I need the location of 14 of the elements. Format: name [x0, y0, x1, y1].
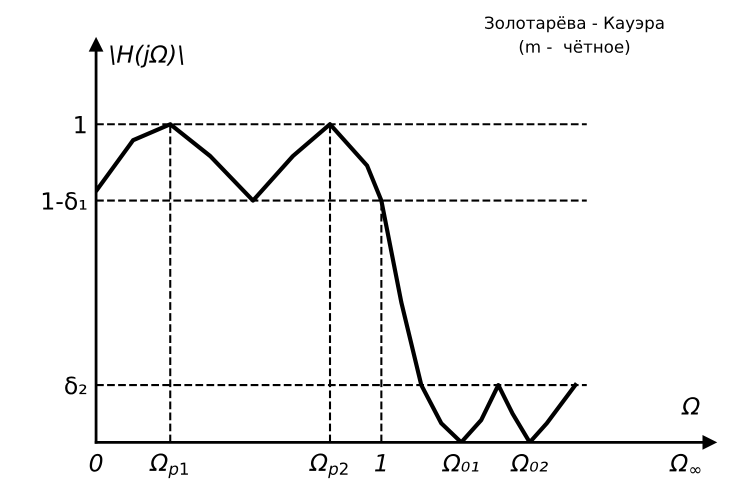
- y-axis-title: \H(jΩ)\: [110, 44, 184, 68]
- x-axis-title: Ω: [681, 397, 700, 414]
- x-tick-label: Ω$_{p2}$: [309, 453, 348, 478]
- chart-title: Золотарёва - Кауэра: [485, 16, 664, 32]
- y-tick-label: 1: [75, 116, 86, 134]
- y-tick-label: 1-δ₁: [42, 192, 86, 210]
- x-tick-label: Ω$_{∞}$: [669, 454, 700, 474]
- x-tick-label: 1: [375, 454, 386, 472]
- x-tick-label: Ω₀₂: [510, 454, 548, 472]
- x-tick-label: 0: [90, 454, 102, 472]
- x-tick-label: Ω$_{p1}$: [149, 453, 188, 478]
- x-tick-label: Ω₀₁: [442, 454, 478, 472]
- y-tick-label: δ₂: [65, 376, 86, 394]
- chart-subtitle: (m - чётное): [520, 40, 630, 55]
